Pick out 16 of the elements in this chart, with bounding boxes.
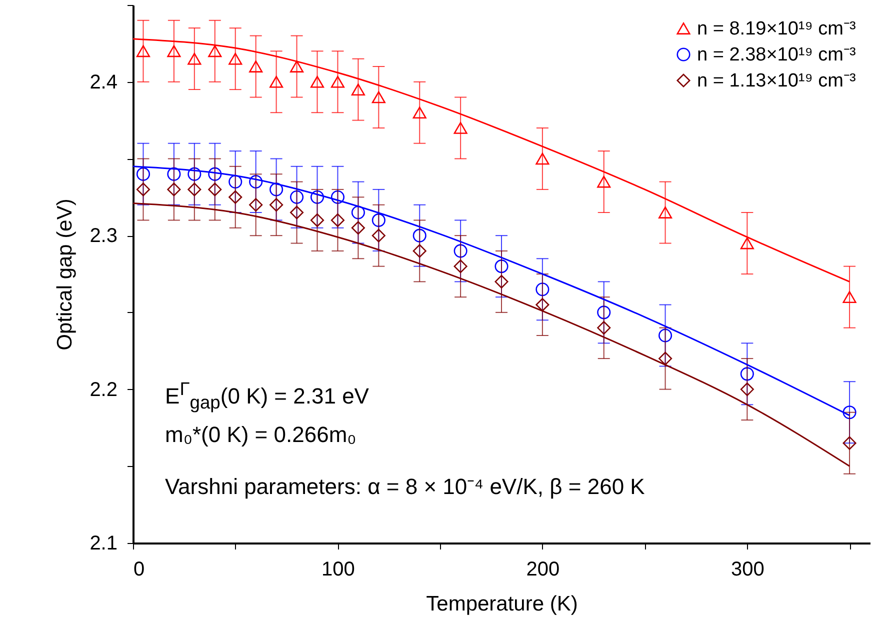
annotation: Varshni parameters: α = 8 × 10⁻⁴ eV/K, β = 260 K xyxy=(165,473,645,500)
x-tick-label: 200 xyxy=(526,558,560,580)
annotation: m₀*(0 K) = 0.266m₀ xyxy=(165,422,356,448)
y-tick-label: 2.2 xyxy=(90,378,118,401)
y-tick-label: 2.4 xyxy=(90,71,118,94)
legend-label: n = 1.13×10¹⁹ cm⁻³ xyxy=(697,70,856,92)
y-axis-title: Optical gap (eV) xyxy=(54,198,77,350)
x-axis-title: Temperature (K) xyxy=(426,592,578,616)
x-tick-label: 0 xyxy=(134,558,145,580)
x-tick-label: 300 xyxy=(730,558,764,580)
x-tick-label: 100 xyxy=(322,558,355,580)
y-tick-label: 2.1 xyxy=(90,532,118,554)
legend-label: n = 2.38×10¹⁹ cm⁻³ xyxy=(697,44,856,66)
y-tick-label: 2.3 xyxy=(90,225,118,248)
legend-label: n = 8.19×10¹⁹ cm⁻³ xyxy=(697,18,856,40)
annotation: E$^{Γ}$$_{gap}$(0 K) = 2.31 eV xyxy=(165,378,369,414)
